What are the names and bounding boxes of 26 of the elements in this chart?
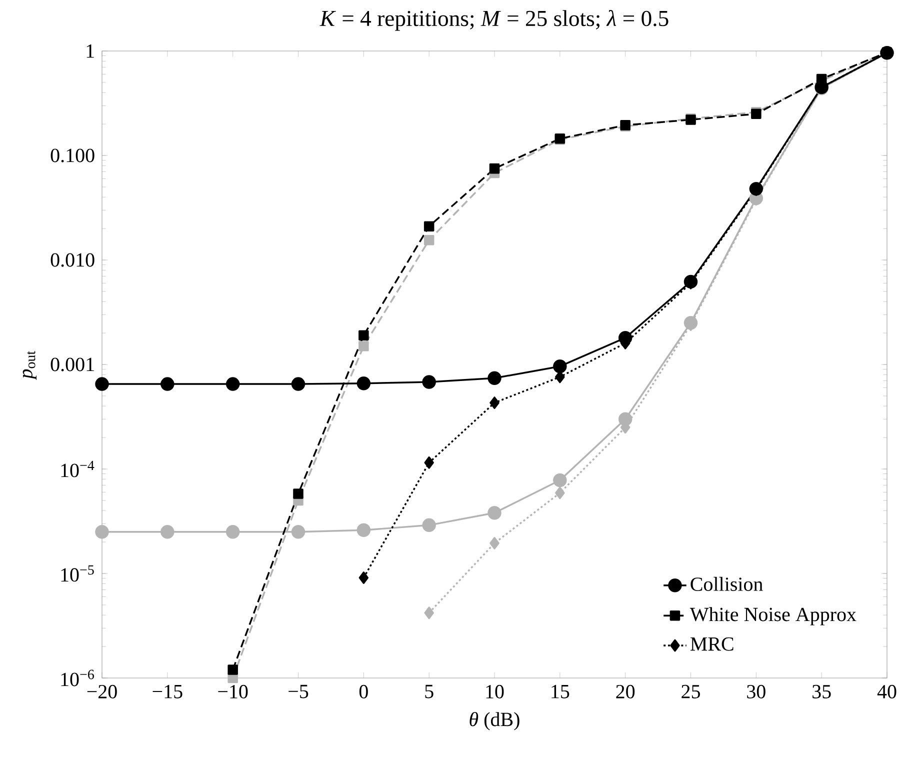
- y-tick-label: 10$^{−4}$: [61, 460, 94, 478]
- legend-label: Collision: [690, 576, 763, 591]
- x-tick-label: −10: [218, 684, 248, 698]
- chart-title: K = 4 repititions; M = 25 slots; λ = 0.5: [320, 10, 668, 31]
- y-tick-label: 0.010: [50, 253, 94, 267]
- x-tick-label: 10: [486, 684, 504, 698]
- y-tick-label: 0.100: [50, 148, 94, 162]
- x-tick-label: 40: [877, 684, 896, 698]
- x-tick-label: −15: [152, 684, 182, 698]
- x-tick-label: 5: [425, 684, 434, 698]
- legend-label: MRC: [690, 637, 734, 651]
- x-axis-title: θ (dB): [470, 712, 520, 730]
- y-tick-label: 0.001: [50, 358, 94, 372]
- x-tick-label: 35: [812, 684, 831, 698]
- x-tick-label: 30: [747, 684, 766, 698]
- x-tick-label: −20: [87, 684, 117, 698]
- x-tick-label: 0: [359, 684, 368, 698]
- legend-label: White Noise Approx: [690, 607, 856, 626]
- x-tick-label: 25: [682, 684, 700, 698]
- x-tick-label: −5: [288, 684, 308, 698]
- y-tick-label: 10$^{−6}$: [61, 670, 94, 686]
- x-tick-label: 20: [616, 684, 635, 698]
- y-tick-label: 10$^{−5}$: [61, 565, 94, 582]
- x-tick-label: 15: [552, 684, 570, 698]
- y-axis-title: p$_{out}$: [22, 350, 36, 380]
- y-tick-label: 1: [86, 44, 94, 58]
